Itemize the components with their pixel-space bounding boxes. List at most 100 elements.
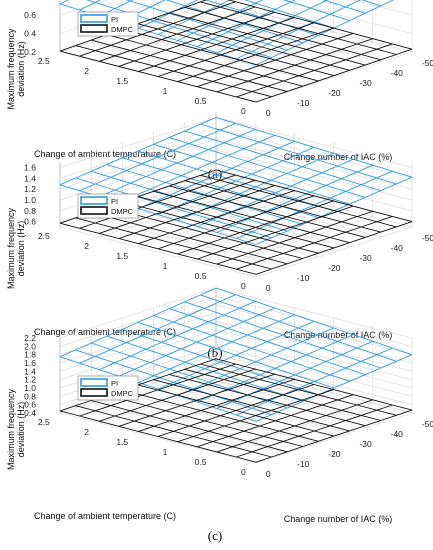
x-tick-label: -50 (422, 58, 433, 68)
wall-gridline (59, 304, 217, 355)
chart-panel-b: 0.60.81.01.21.41.6 Maximum frequencydevia… (6, 112, 433, 360)
floor-gridline (59, 412, 257, 464)
z-tick-label: 0.8 (24, 0, 36, 2)
mesh-line (79, 294, 236, 364)
surface-pi (59, 116, 413, 245)
z-axis-label-line: deviation (Hz) (16, 41, 26, 97)
mesh-line (169, 137, 366, 198)
z-tick-label: 1.2 (24, 184, 36, 194)
wall-gridline (59, 329, 217, 380)
wall-gridline (215, 346, 413, 397)
legend-label: PI (111, 197, 118, 206)
x-axis: 0 -10 -20 -30 -40 -50 Change number of IAC (%) (266, 419, 433, 524)
floor-gridline (184, 186, 381, 238)
y-tick-label: 0 (241, 106, 246, 116)
y-tick-label: 1.5 (116, 437, 128, 447)
wall-gridline (279, 0, 413, 34)
legend-label: DMPC (111, 207, 134, 216)
mesh-line (79, 174, 236, 229)
mesh-line (153, 379, 350, 432)
x-axis-label: Change number of IAC (%) (284, 152, 393, 162)
mesh-line (215, 116, 413, 178)
wall-gridline (59, 296, 217, 347)
mesh-line (138, 314, 295, 384)
mesh-line (59, 287, 217, 358)
floor-gridline (138, 21, 295, 73)
floor-gridline (255, 51, 413, 103)
floor-gridline (122, 392, 319, 444)
panel-label: (c) (208, 528, 222, 543)
x-tick-label: -40 (391, 429, 404, 439)
mesh-line (99, 368, 256, 422)
x-tick-label: -30 (359, 253, 372, 263)
wall-gridline (215, 117, 413, 168)
mesh-line (169, 12, 366, 66)
mesh-line (184, 180, 381, 233)
mesh-line (157, 0, 231, 35)
floor-gridline (99, 11, 256, 63)
mesh-line (153, 190, 350, 244)
mesh-line (184, 130, 381, 192)
mesh-line (204, 0, 319, 36)
z-axis-label-line: deviation (Hz) (16, 221, 26, 277)
floor-gridline (177, 206, 334, 258)
floor-gridline (99, 186, 256, 238)
z-tick-label: 0.4 (24, 29, 36, 39)
z-axis-label-line: Maximum frequency (6, 28, 16, 110)
mesh-line (59, 116, 217, 186)
z-axis-label: Maximum frequencydeviation (Hz) (6, 207, 26, 289)
y-axis: 0 0.5 1 1.5 2 2.5 Change of ambient temperatur… (34, 56, 246, 159)
mesh-line (200, 123, 397, 185)
mesh-line (157, 22, 315, 77)
mesh-line (138, 190, 295, 245)
x-tick-label: -30 (359, 78, 372, 88)
x-tick-label: 0 (266, 283, 271, 293)
x-tick-label: -40 (391, 243, 404, 253)
mesh-line (118, 11, 275, 67)
floor-gridline (216, 216, 373, 268)
z-tick-label: 1.0 (24, 195, 36, 205)
chart-panel-c: 0.40.60.81.01.21.41.61.82.02.2 Maximum fr… (6, 287, 433, 543)
legend-swatch-dmpc (80, 24, 108, 33)
x-tick-label: 0 (266, 469, 271, 479)
floor-gridline (153, 21, 350, 73)
mesh-line (118, 307, 275, 377)
z-axis-label-line: Maximum frequency (6, 388, 16, 470)
mesh-line (157, 195, 315, 250)
mesh-line (200, 363, 397, 416)
z-tick-label: 0.2 (24, 47, 36, 57)
mesh-line (118, 0, 166, 23)
wall-gridline (215, 160, 413, 212)
y-axis-label: Change of ambient temperature (C) (34, 511, 176, 521)
x-tick-label: -10 (297, 459, 310, 469)
mesh-line (184, 6, 381, 61)
z-tick-label: 1.6 (24, 162, 36, 172)
floor-gridline (215, 1, 413, 53)
mesh-line (99, 179, 256, 234)
x-tick-label: -20 (328, 449, 341, 459)
mesh-line (138, 17, 295, 72)
floor-gridline (122, 206, 319, 258)
z-tick-label: 0.6 (24, 400, 36, 410)
x-axis-label: Change number of IAC (%) (284, 330, 393, 340)
z-tick-label: 1.6 (24, 358, 36, 368)
mesh-line (200, 294, 397, 362)
x-tick-label: -30 (359, 439, 372, 449)
wall-gridline (215, 312, 413, 364)
floor-gridline (99, 372, 256, 424)
floor-gridline (153, 196, 350, 248)
back-walls (59, 112, 413, 278)
z-axis-label: Maximum frequencydeviation (Hz) (6, 28, 26, 110)
surface-dmpc (59, 169, 413, 275)
x-tick-label: -10 (297, 273, 310, 283)
y-tick-label: 0 (241, 281, 246, 291)
legend-swatch-dmpc (80, 206, 108, 215)
y-tick-label: 0 (241, 467, 246, 477)
mesh-line (184, 368, 381, 421)
mesh-line (138, 378, 295, 432)
mesh-line (322, 0, 366, 14)
mesh-line (118, 134, 275, 204)
